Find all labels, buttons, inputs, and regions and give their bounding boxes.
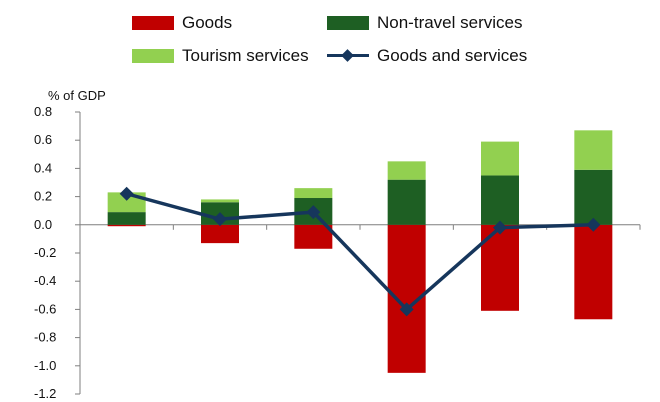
total-point (119, 186, 134, 201)
total-point (493, 220, 507, 235)
legend-item-tourism: Tourism services (132, 46, 309, 66)
total-point (586, 217, 601, 232)
y-tick-label: -1.2 (34, 386, 56, 401)
bar-goods (107, 224, 146, 227)
y-tick-label: 0.8 (34, 104, 52, 119)
y-tick-label: -0.2 (34, 245, 56, 260)
bar-goods (574, 224, 613, 320)
bar-non_travel (574, 169, 613, 225)
y-tick-label: 0.4 (34, 160, 52, 175)
bar-non_travel (387, 179, 426, 225)
bar-tourism (481, 141, 519, 176)
non-travel-swatch (327, 16, 369, 30)
total-point (399, 302, 414, 317)
bar-non_travel (107, 212, 146, 225)
y-axis-unit-label: % of GDP (48, 88, 106, 103)
total-line-swatch (327, 49, 369, 63)
y-tick-label: -0.8 (34, 330, 56, 345)
total-point (213, 212, 227, 227)
bar-tourism (294, 188, 333, 199)
bar-goods (294, 224, 333, 249)
y-tick-label: -0.6 (34, 301, 56, 316)
legend-item-goods: Goods (132, 13, 232, 33)
total-line (126, 192, 594, 312)
total-point (306, 205, 321, 220)
bar-tourism (201, 199, 239, 203)
legend-label-goods: Goods (182, 13, 233, 32)
legend-label-non-travel: Non-travel services (377, 13, 523, 32)
goods-swatch (132, 16, 174, 30)
y-tick-label: 0.0 (34, 217, 52, 232)
bar-tourism (387, 161, 426, 180)
bar-goods (201, 224, 239, 244)
legend-label-total: Goods and services (377, 46, 528, 65)
y-tick-label: 0.6 (34, 132, 52, 147)
chart-legend: Goods Non-travel services Tourism servic… (0, 0, 660, 80)
bar-non_travel (481, 175, 519, 225)
legend-label-tourism: Tourism services (182, 46, 309, 65)
y-tick-label: 0.2 (34, 189, 52, 204)
y-tick-label: -0.4 (34, 273, 56, 288)
bar-tourism (574, 130, 613, 170)
legend-item-non-travel: Non-travel services (327, 13, 523, 33)
tourism-swatch (132, 49, 174, 63)
y-tick-label: -1.0 (34, 358, 56, 373)
legend-item-total: Goods and services (327, 46, 527, 66)
